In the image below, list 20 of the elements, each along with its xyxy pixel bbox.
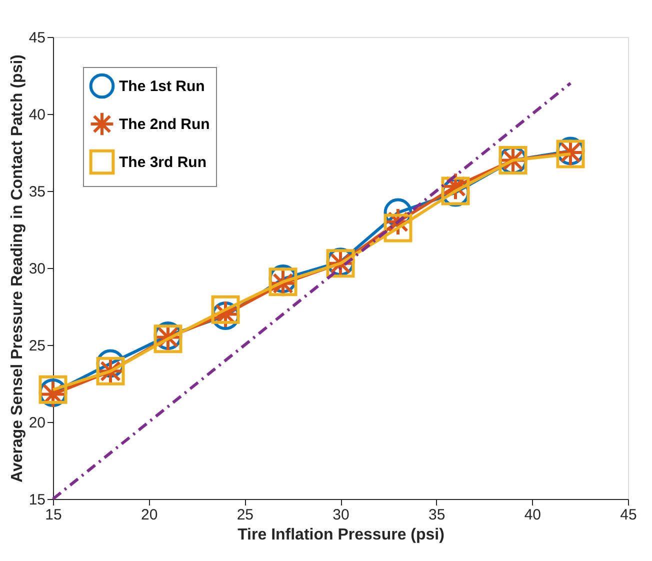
- y-tick-label: 30: [28, 260, 46, 278]
- y-tick-label: 15: [28, 492, 46, 508]
- y-tick-label: 40: [28, 106, 46, 124]
- x-tick-label: 20: [140, 506, 158, 524]
- y-tick-label: 20: [28, 414, 46, 432]
- x-tick-label: 25: [236, 506, 254, 524]
- point: [384, 214, 412, 242]
- legend-label: The 2nd Run: [119, 116, 210, 133]
- x-tick-label: 15: [45, 506, 62, 524]
- y-tick-label: 35: [28, 184, 46, 200]
- x-tick-label: 30: [332, 506, 350, 524]
- legend-label: The 3rd Run: [119, 154, 207, 171]
- x-axis-title: Tire Inflation Pressure (psi): [238, 526, 444, 544]
- legend-label: The 1st Run: [119, 78, 205, 95]
- y-tick-label: 45: [28, 30, 46, 46]
- x-tick-label: 35: [428, 506, 446, 524]
- x-tick-label: 45: [620, 506, 637, 524]
- y-tick-label: 25: [28, 338, 46, 354]
- y-axis-title: Average Sensel Pressure Reading in Contact Patch (psi): [8, 54, 26, 482]
- x-tick-label: 40: [524, 506, 542, 524]
